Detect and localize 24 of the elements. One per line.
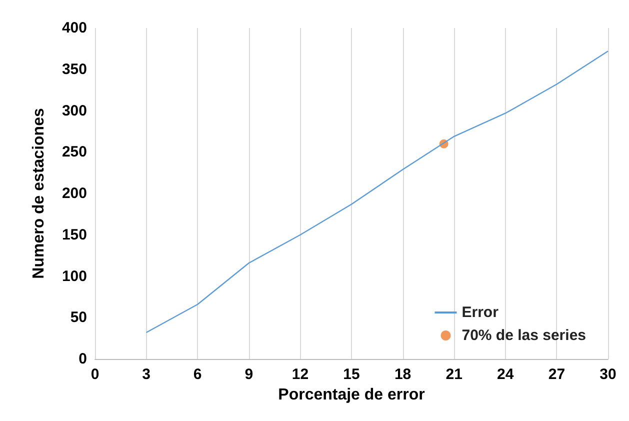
y-tick-label: 400 bbox=[62, 20, 87, 36]
y-tick-label: 100 bbox=[62, 268, 87, 285]
y-tick-label: 300 bbox=[62, 102, 87, 120]
x-tick-label: 18 bbox=[394, 366, 412, 383]
x-tick-label: 15 bbox=[343, 366, 360, 383]
y-tick-label: 150 bbox=[62, 226, 87, 244]
y-axis-title: Numero de estaciones bbox=[30, 108, 48, 279]
x-tick-label: 0 bbox=[90, 366, 100, 383]
y-tick-label: 50 bbox=[70, 309, 87, 326]
x-tick-label: 24 bbox=[497, 366, 514, 383]
x-tick-label: 3 bbox=[142, 366, 150, 383]
x-tick-label: 6 bbox=[193, 366, 202, 383]
x-tick-label: 21 bbox=[446, 366, 462, 383]
y-tick-label: 250 bbox=[62, 144, 87, 161]
y-tick-label: 200 bbox=[62, 185, 87, 202]
y-tick-label: 350 bbox=[62, 60, 87, 78]
x-tick-label: 27 bbox=[548, 366, 566, 383]
x-tick-label: 9 bbox=[244, 366, 254, 383]
x-tick-label: 12 bbox=[292, 366, 309, 383]
legend-label: Error bbox=[462, 304, 499, 321]
legend-label: 70% de las series bbox=[462, 327, 586, 344]
x-tick-label: 30 bbox=[600, 366, 616, 383]
x-axis-title: Porcentaje de error bbox=[278, 386, 425, 404]
y-tick-label: 0 bbox=[78, 350, 87, 368]
